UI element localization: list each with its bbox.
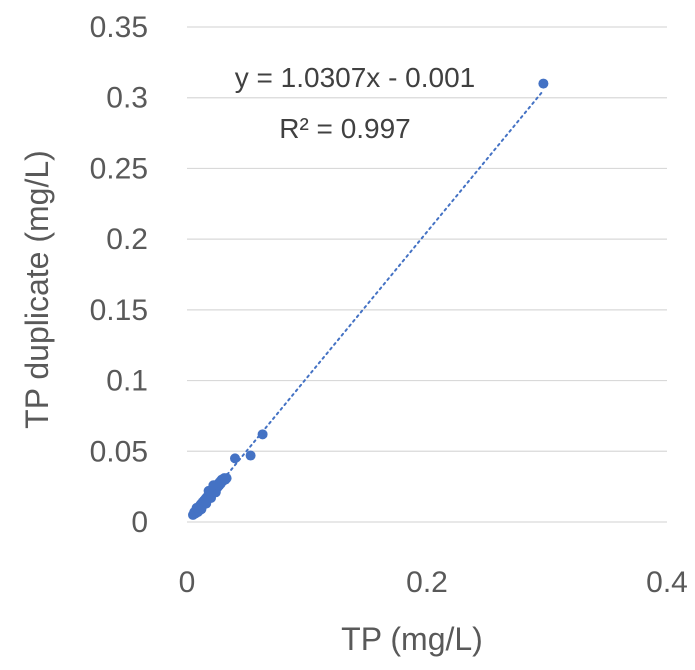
- x-tick-labels: 0 0.2 0.4: [179, 566, 688, 599]
- trendline-equation: y = 1.0307x - 0.001: [235, 62, 476, 93]
- y-tick-label: 0.15: [90, 294, 148, 327]
- trendline-layer: [192, 89, 545, 518]
- x-tick-label: 0: [179, 566, 196, 599]
- x-tick-label: 0.4: [646, 566, 688, 599]
- data-point: [538, 78, 549, 89]
- trendline-r-squared: R² = 0.997: [279, 113, 411, 144]
- data-point: [257, 429, 268, 440]
- y-axis-title: TP duplicate (mg/L): [19, 150, 55, 429]
- y-tick-label: 0: [131, 506, 148, 539]
- y-tick-label: 0.25: [90, 152, 148, 185]
- y-tick-label: 0.2: [106, 223, 148, 256]
- data-point: [245, 450, 256, 461]
- x-tick-label: 0.2: [406, 566, 448, 599]
- y-tick-label: 0.05: [90, 435, 148, 468]
- y-tick-label: 0.35: [90, 11, 148, 44]
- y-tick-label: 0.3: [106, 82, 148, 115]
- data-point: [221, 473, 232, 484]
- gridlines: [187, 26, 667, 523]
- data-point: [208, 480, 219, 491]
- y-tick-label: 0.1: [106, 365, 148, 398]
- data-point: [230, 453, 240, 464]
- data-points: [188, 78, 549, 520]
- y-tick-labels: 0 0.05 0.1 0.15 0.2 0.25 0.3 0.35: [90, 11, 148, 539]
- x-axis-title: TP (mg/L): [341, 621, 483, 657]
- trendline: [192, 89, 545, 518]
